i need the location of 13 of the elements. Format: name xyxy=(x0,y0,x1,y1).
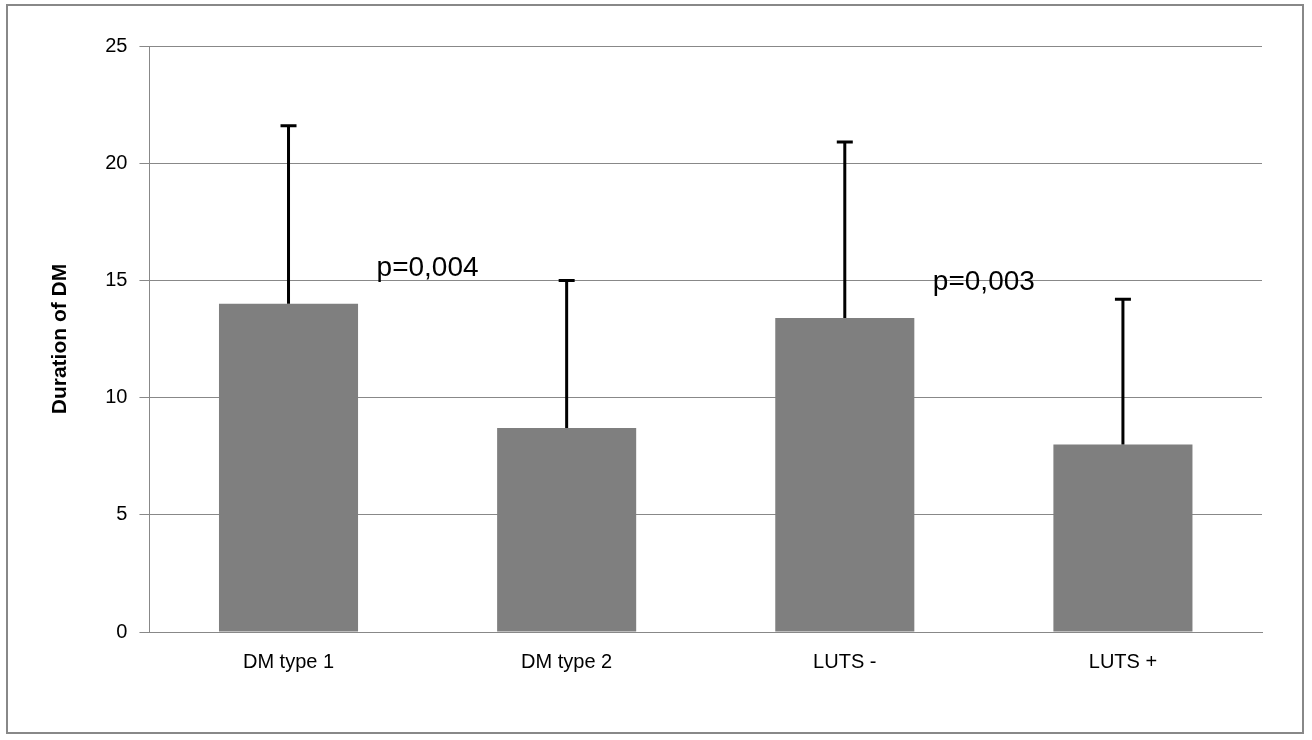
x-tick-label: LUTS - xyxy=(813,649,877,672)
x-tick-label: DM type 1 xyxy=(242,649,335,672)
y-axis-title: Duration of DM xyxy=(47,263,71,415)
annotation: p=0,003 xyxy=(932,264,1035,296)
y-tick-label: 15 xyxy=(105,267,128,290)
x-tick-label: LUTS + xyxy=(1088,649,1158,672)
x-tick-label: DM type 2 xyxy=(521,649,613,672)
annotation: p=0,004 xyxy=(376,250,479,282)
y-tick-label: 25 xyxy=(105,33,128,56)
y-tick-label: 20 xyxy=(105,150,128,173)
y-tick-label: 10 xyxy=(105,385,128,408)
y-tick-label: 0 xyxy=(116,619,128,642)
y-tick-label: 5 xyxy=(116,502,128,525)
